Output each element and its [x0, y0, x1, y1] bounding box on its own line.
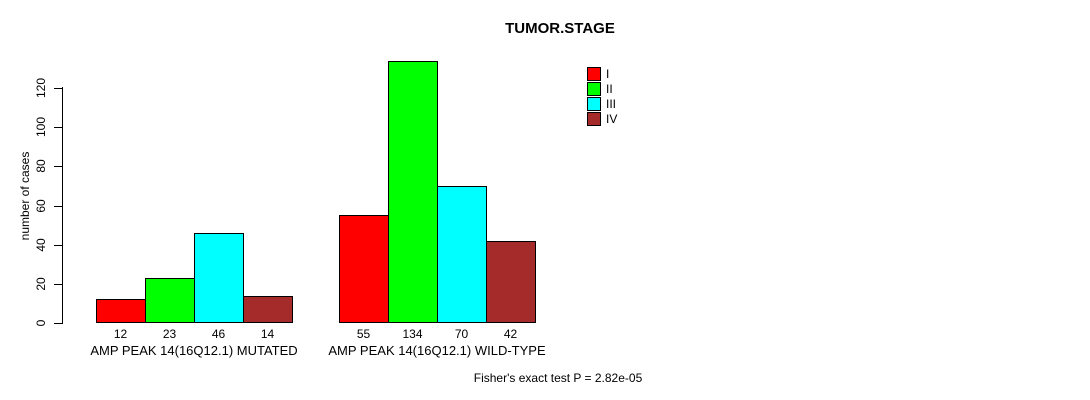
bar-value-label: 55 — [356, 327, 371, 341]
bar-value-label: 12 — [113, 327, 128, 341]
y-tick-label: 20 — [34, 277, 48, 291]
bar-value-label: 70 — [454, 327, 469, 341]
legend-swatch-i — [587, 67, 601, 81]
bar-ii-group1 — [145, 278, 195, 323]
y-tick-mark — [54, 284, 62, 285]
y-tick-mark — [54, 88, 62, 89]
legend-label: III — [606, 97, 617, 111]
bar-value-label: 46 — [211, 327, 226, 341]
y-axis-line — [62, 87, 63, 324]
legend-row-iv: IV — [587, 112, 617, 126]
bar-value-label: 134 — [402, 327, 423, 341]
legend-row-iii: III — [587, 97, 616, 111]
y-tick-mark — [54, 206, 62, 207]
legend-label: II — [606, 82, 613, 96]
y-tick-label: 80 — [34, 159, 48, 173]
legend-swatch-ii — [587, 82, 601, 96]
bar-value-label: 14 — [260, 327, 275, 341]
bar-iv-group1 — [243, 296, 293, 323]
y-axis-label: number of cases — [18, 151, 32, 241]
y-tick-label: 100 — [34, 116, 48, 138]
legend-row-i: I — [587, 67, 609, 81]
bar-value-label: 23 — [162, 327, 177, 341]
y-tick-mark — [54, 166, 62, 167]
bar-iv-group2 — [486, 241, 536, 323]
y-tick-label: 40 — [34, 238, 48, 252]
legend-label: IV — [606, 112, 618, 126]
bar-i-group2 — [339, 215, 389, 323]
bar-value-label: 42 — [503, 327, 518, 341]
bar-iii-group2 — [437, 186, 487, 323]
y-tick-label: 0 — [34, 319, 48, 327]
legend-swatch-iii — [587, 97, 601, 111]
x-group-label-wild-type: AMP PEAK 14(16Q12.1) WILD-TYPE — [328, 343, 546, 358]
chart-title: TUMOR.STAGE — [505, 20, 615, 37]
bar-ii-group2 — [388, 61, 438, 323]
y-tick-mark — [54, 245, 62, 246]
y-tick-label: 120 — [34, 77, 48, 99]
y-tick-mark — [54, 323, 62, 324]
legend-label: I — [606, 67, 610, 81]
y-tick-label: 60 — [34, 199, 48, 213]
legend-row-ii: II — [587, 82, 613, 96]
bar-i-group1 — [96, 299, 146, 323]
legend-swatch-iv — [587, 112, 601, 126]
y-tick-mark — [54, 127, 62, 128]
fisher-test-annotation: Fisher's exact test P = 2.82e-05 — [473, 371, 643, 385]
x-group-label-mutated: AMP PEAK 14(16Q12.1) MUTATED — [90, 343, 298, 358]
bar-iii-group1 — [194, 233, 244, 323]
